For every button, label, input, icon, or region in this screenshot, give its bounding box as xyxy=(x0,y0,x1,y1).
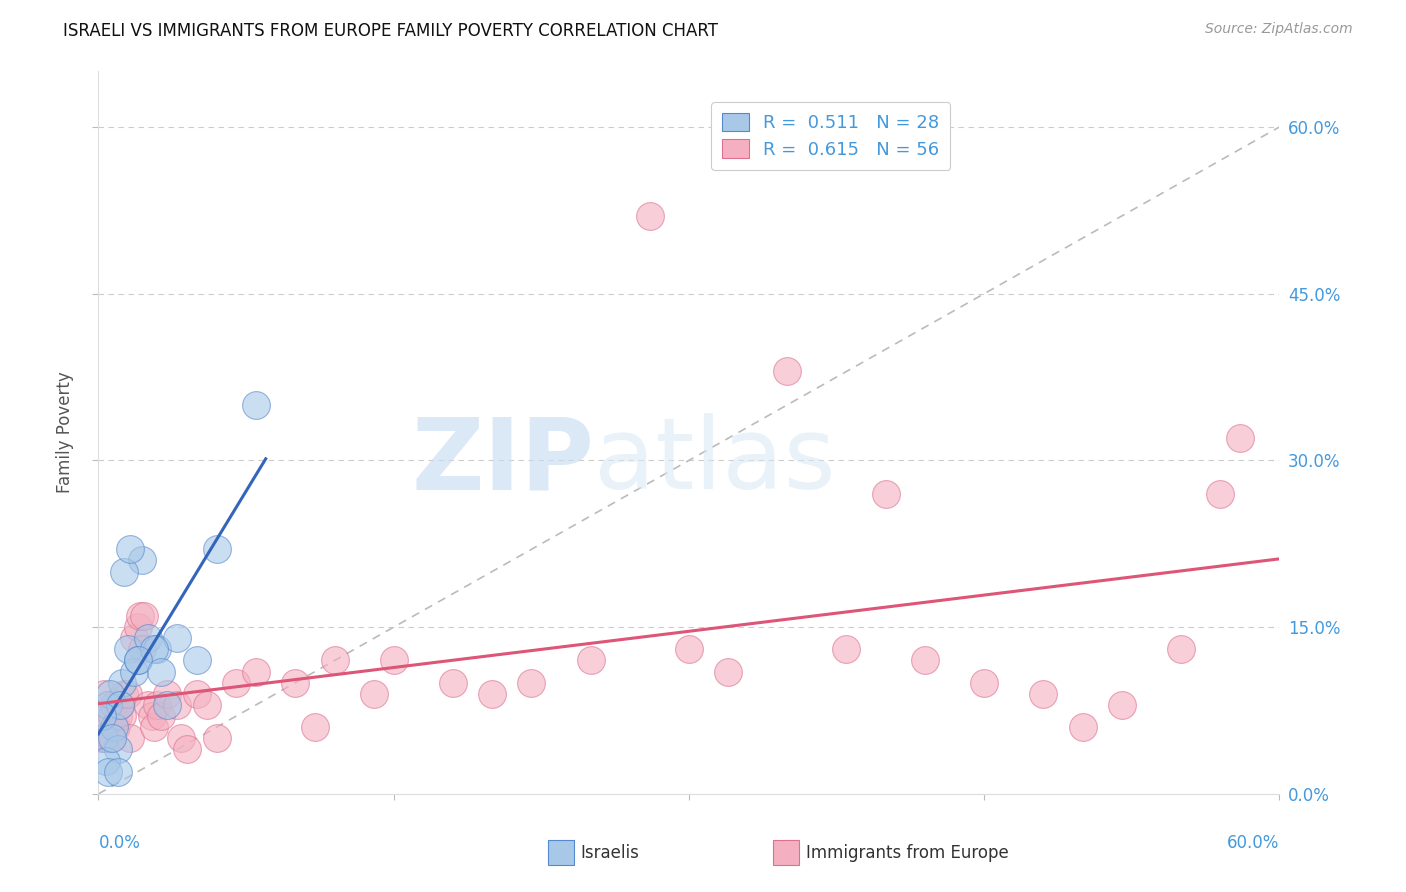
Text: ISRAELI VS IMMIGRANTS FROM EUROPE FAMILY POVERTY CORRELATION CHART: ISRAELI VS IMMIGRANTS FROM EUROPE FAMILY… xyxy=(63,22,718,40)
Point xyxy=(225,675,247,690)
Point xyxy=(108,698,131,712)
Point xyxy=(101,709,124,723)
Point xyxy=(96,754,118,768)
Point xyxy=(441,675,464,690)
Point xyxy=(776,364,799,378)
Text: ZIP: ZIP xyxy=(412,413,595,510)
Point xyxy=(107,742,129,756)
Y-axis label: Family Poverty: Family Poverty xyxy=(56,372,75,493)
Point xyxy=(132,609,155,624)
Legend: R =  0.511   N = 28, R =  0.615   N = 56: R = 0.511 N = 28, R = 0.615 N = 56 xyxy=(711,102,950,169)
Point xyxy=(186,687,208,701)
Point xyxy=(1170,642,1192,657)
Point xyxy=(150,665,173,679)
Point xyxy=(835,642,858,657)
Point xyxy=(146,698,169,712)
Point xyxy=(127,653,149,667)
Point xyxy=(284,675,307,690)
Point xyxy=(205,731,228,746)
Point xyxy=(150,709,173,723)
Point xyxy=(323,653,346,667)
Point xyxy=(678,642,700,657)
Point xyxy=(131,553,153,567)
Point xyxy=(93,731,115,746)
Point xyxy=(103,720,125,734)
Point xyxy=(875,487,897,501)
Point xyxy=(973,675,995,690)
Point xyxy=(128,609,150,624)
Point xyxy=(118,542,141,557)
Point xyxy=(245,665,267,679)
Point xyxy=(111,675,134,690)
Point xyxy=(142,642,165,657)
Point xyxy=(195,698,218,712)
Point xyxy=(245,398,267,412)
Point xyxy=(127,653,149,667)
Point xyxy=(579,653,602,667)
Point xyxy=(91,731,114,746)
Point xyxy=(117,687,139,701)
Point xyxy=(186,653,208,667)
Text: 0.0%: 0.0% xyxy=(98,834,141,852)
Point xyxy=(98,687,121,701)
Point xyxy=(107,764,129,779)
Point xyxy=(112,687,135,701)
Point xyxy=(97,698,120,712)
Point xyxy=(127,620,149,634)
Point xyxy=(166,632,188,646)
Point xyxy=(101,731,124,746)
Point xyxy=(136,632,159,646)
Point xyxy=(97,764,120,779)
Point xyxy=(141,709,163,723)
Text: Source: ZipAtlas.com: Source: ZipAtlas.com xyxy=(1205,22,1353,37)
Point xyxy=(122,665,145,679)
Point xyxy=(156,698,179,712)
Point xyxy=(122,632,145,646)
Point xyxy=(1032,687,1054,701)
Point xyxy=(98,731,121,746)
Point xyxy=(717,665,740,679)
Point xyxy=(142,720,165,734)
Point xyxy=(304,720,326,734)
Point xyxy=(112,565,135,579)
Point xyxy=(117,642,139,657)
Point xyxy=(108,698,131,712)
Point xyxy=(111,709,134,723)
Point xyxy=(97,731,120,746)
Point xyxy=(205,542,228,557)
Point xyxy=(914,653,936,667)
Point xyxy=(96,709,118,723)
Text: Israelis: Israelis xyxy=(581,844,640,862)
Point xyxy=(91,709,114,723)
Point xyxy=(146,642,169,657)
Point xyxy=(1229,431,1251,445)
Point xyxy=(520,675,543,690)
Point xyxy=(382,653,405,667)
Text: 60.0%: 60.0% xyxy=(1227,834,1279,852)
Point xyxy=(481,687,503,701)
Point xyxy=(105,720,128,734)
Text: atlas: atlas xyxy=(595,413,837,510)
Point xyxy=(93,687,115,701)
Point xyxy=(156,687,179,701)
Point xyxy=(170,731,193,746)
Point xyxy=(166,698,188,712)
Point xyxy=(638,209,661,223)
Point xyxy=(136,698,159,712)
Point xyxy=(176,742,198,756)
Point xyxy=(1071,720,1094,734)
Point xyxy=(1209,487,1232,501)
Text: Immigrants from Europe: Immigrants from Europe xyxy=(806,844,1008,862)
Point xyxy=(103,698,125,712)
Point xyxy=(107,709,129,723)
Point xyxy=(1111,698,1133,712)
Point xyxy=(118,731,141,746)
Point xyxy=(131,642,153,657)
Point xyxy=(363,687,385,701)
